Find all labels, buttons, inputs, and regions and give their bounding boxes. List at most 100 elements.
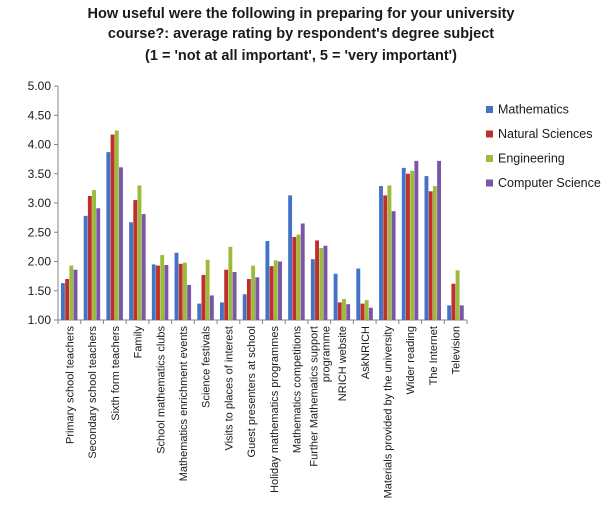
bar xyxy=(459,305,464,321)
bar xyxy=(205,259,210,320)
bar xyxy=(232,272,237,320)
x-tick-label-line: Television xyxy=(451,326,463,374)
chart-title-line: How useful were the following in prepari… xyxy=(88,6,515,22)
x-tick-label: Wider reading xyxy=(405,326,417,394)
legend: Mathematics Natural Sciences Engineering Co… xyxy=(486,103,601,190)
legend-item: Natural Sciences xyxy=(486,127,593,141)
bar xyxy=(346,304,351,320)
bar xyxy=(187,284,192,320)
y-tick-label: 3.00 xyxy=(28,196,52,210)
x-tick-label-line: AskNRICH xyxy=(360,326,372,379)
bar xyxy=(178,263,183,320)
x-tick-label-line: Mathematics competitions xyxy=(292,326,304,454)
bar xyxy=(342,298,346,320)
bar xyxy=(201,274,206,320)
y-tick-label: 2.50 xyxy=(28,225,52,239)
bar xyxy=(83,215,88,320)
legend-item: Computer Science xyxy=(486,176,601,190)
bar xyxy=(119,167,123,320)
bar xyxy=(401,167,406,320)
x-tick-label: Science festivals xyxy=(201,326,213,408)
bar xyxy=(220,302,224,320)
bar xyxy=(414,160,419,320)
bar xyxy=(129,222,134,320)
x-tick-label: AskNRICH xyxy=(360,326,372,379)
x-tick-label-line: Holiday mathematics programmes xyxy=(269,326,281,493)
x-tick-label: Primary school teachers xyxy=(64,326,76,444)
x-tick-label: School mathematics clubs xyxy=(155,326,167,454)
chart-title-line: (1 = 'not at all important', 5 = 'very i… xyxy=(145,48,457,64)
x-tick-label: Mathematics enrichment events xyxy=(178,326,190,482)
y-tick-label: 4.50 xyxy=(28,108,52,122)
series-3 xyxy=(73,160,464,321)
bar xyxy=(379,186,383,320)
bar xyxy=(269,266,274,320)
bar xyxy=(96,208,101,320)
legend-label: Computer Science xyxy=(498,176,601,190)
x-tick-label-line: Family xyxy=(133,326,145,359)
x-tick-label-line: Secondary school teachers xyxy=(87,326,99,459)
bar xyxy=(273,260,278,320)
series-1 xyxy=(65,134,456,320)
bar xyxy=(65,279,70,320)
bar xyxy=(197,303,202,320)
x-tick-label-line: The Internet xyxy=(428,326,440,385)
bar xyxy=(451,283,456,320)
x-tick-label-line: Further Mathematics support xyxy=(308,326,320,467)
bar xyxy=(410,170,415,320)
legend-swatch xyxy=(486,155,493,162)
bar xyxy=(368,307,373,320)
bar xyxy=(300,223,305,320)
bar xyxy=(391,211,396,320)
bar xyxy=(432,186,437,320)
y-tick-label: 2.00 xyxy=(28,255,52,269)
legend-label: Natural Sciences xyxy=(498,127,593,141)
x-tick-label-line: Wider reading xyxy=(405,326,417,394)
bar xyxy=(87,195,92,320)
y-tick-label: 4.00 xyxy=(28,138,52,152)
y-tick-label: 1.00 xyxy=(28,313,52,327)
x-tick-label: Secondary school teachers xyxy=(87,326,99,459)
bar xyxy=(255,277,260,320)
bar xyxy=(182,262,187,320)
x-tick-label: Materials provided by the university xyxy=(382,326,394,499)
x-tick-label-line: Guest presenters at school xyxy=(246,326,258,457)
bar xyxy=(265,241,270,320)
bar xyxy=(383,195,388,320)
bar xyxy=(424,176,429,320)
legend-item: Engineering xyxy=(486,152,565,166)
bar xyxy=(296,234,301,320)
bar xyxy=(114,130,119,320)
bar xyxy=(387,185,392,320)
series-0 xyxy=(60,152,452,321)
bar xyxy=(356,268,361,320)
bar xyxy=(360,303,365,320)
x-tick-label: Guest presenters at school xyxy=(246,326,258,457)
bar xyxy=(315,240,319,320)
bar xyxy=(288,195,293,320)
bar xyxy=(60,283,65,320)
y-tick-label: 1.50 xyxy=(28,284,52,298)
bar xyxy=(106,152,111,320)
x-axis: Primary school teachers Secondary school … xyxy=(57,319,468,499)
x-tick-label: NRICH website xyxy=(337,326,349,401)
bar xyxy=(323,245,328,320)
bar xyxy=(292,236,297,320)
bar xyxy=(73,269,78,320)
bar xyxy=(110,134,115,320)
bar xyxy=(156,265,160,320)
y-tick-label: 3.50 xyxy=(28,167,52,181)
bar xyxy=(224,269,229,320)
bar xyxy=(278,261,282,320)
x-tick-label-line: Visits to places of interest xyxy=(223,326,235,451)
x-tick-label-line: School mathematics clubs xyxy=(155,326,167,454)
y-tick-label: 5.00 xyxy=(28,79,52,93)
bar xyxy=(151,264,156,320)
bar xyxy=(437,160,442,320)
bar xyxy=(428,191,433,320)
bar xyxy=(319,248,324,320)
x-tick-label: Television xyxy=(451,326,463,374)
x-tick-label: Holiday mathematics programmes xyxy=(269,326,281,493)
bar xyxy=(164,265,169,320)
